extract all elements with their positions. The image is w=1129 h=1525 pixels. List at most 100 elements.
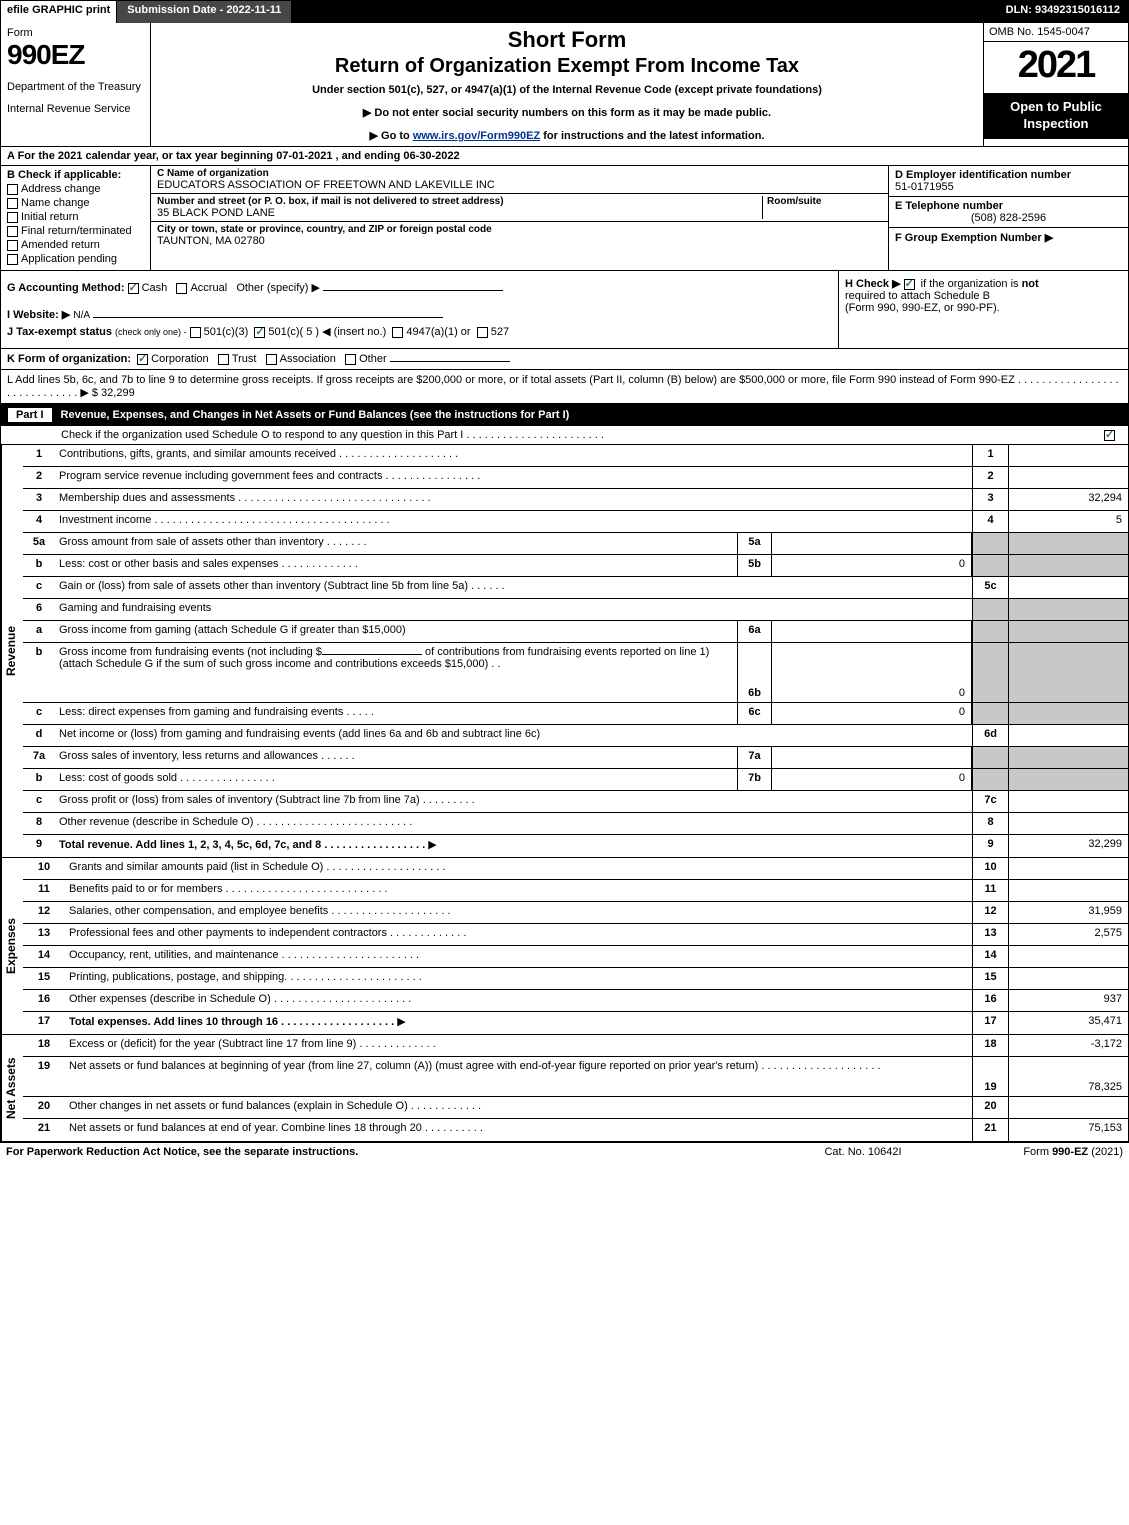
ln2-num: 2 <box>23 467 55 488</box>
city-label: City or town, state or province, country… <box>157 224 882 235</box>
form-number: 990EZ <box>7 39 144 71</box>
city-row: City or town, state or province, country… <box>151 222 888 270</box>
ln14-rval <box>1008 946 1128 967</box>
ln5a-num: 5a <box>23 533 55 554</box>
ln6b-rnum <box>972 643 1008 702</box>
chk-accrual[interactable] <box>176 283 187 294</box>
chk-h[interactable] <box>904 279 915 290</box>
box-def: D Employer identification number 51-0171… <box>888 166 1128 270</box>
line-8: 8Other revenue (describe in Schedule O) … <box>23 813 1128 835</box>
header-right: OMB No. 1545-0047 2021 Open to Public In… <box>983 23 1128 146</box>
ln7b-num: b <box>23 769 55 790</box>
revenue-lines: 1Contributions, gifts, grants, and simil… <box>23 445 1128 857</box>
chk-scheduleo[interactable] <box>1104 430 1115 441</box>
dept-treasury: Department of the Treasury <box>7 81 144 93</box>
ln10-num: 10 <box>23 858 65 879</box>
note2-post: for instructions and the latest informat… <box>540 130 764 142</box>
chk-application-pending[interactable]: Application pending <box>7 253 144 265</box>
part1-num: Part I <box>7 407 53 423</box>
chk-final-return[interactable]: Final return/terminated <box>7 225 144 237</box>
ghi-left: G Accounting Method: Cash Accrual Other … <box>1 271 838 348</box>
ln2-rnum: 2 <box>972 467 1008 488</box>
ln7b-desc: Less: cost of goods sold . . . . . . . .… <box>55 769 737 790</box>
ln11-rnum: 11 <box>972 880 1008 901</box>
i-label: I Website: ▶ <box>7 309 70 321</box>
ln4-desc: Investment income . . . . . . . . . . . … <box>55 511 972 532</box>
lbl-4947: 4947(a)(1) or <box>406 326 470 338</box>
street-val: 35 BLACK POND LANE <box>157 207 762 219</box>
ln6b-mn: 6b <box>737 643 772 702</box>
ln7b-mn: 7b <box>737 769 772 790</box>
ln3-num: 3 <box>23 489 55 510</box>
ln20-rval <box>1008 1097 1128 1118</box>
ln6-rval <box>1008 599 1128 620</box>
cash-label: Cash <box>142 282 168 294</box>
line-14: 14Occupancy, rent, utilities, and mainte… <box>23 946 1128 968</box>
ln7a-desc: Gross sales of inventory, less returns a… <box>55 747 737 768</box>
h-text3: (Form 990, 990-EZ, or 990-PF). <box>845 302 1000 314</box>
chk-trust[interactable] <box>218 354 229 365</box>
chk-501c3[interactable] <box>190 327 201 338</box>
chk-initial-return[interactable]: Initial return <box>7 211 144 223</box>
line-9: 9Total revenue. Add lines 1, 2, 3, 4, 5c… <box>23 835 1128 857</box>
chk-other-org[interactable] <box>345 354 356 365</box>
chk-527[interactable] <box>477 327 488 338</box>
phone-val: (508) 828-2596 <box>895 212 1122 224</box>
ln18-rnum: 18 <box>972 1035 1008 1056</box>
ln5b-mn: 5b <box>737 555 772 576</box>
line-18: 18Excess or (deficit) for the year (Subt… <box>23 1035 1128 1057</box>
header-left: Form 990EZ Department of the Treasury In… <box>1 23 151 146</box>
ln6d-rval <box>1008 725 1128 746</box>
ln7c-rval <box>1008 791 1128 812</box>
row-g: G Accounting Method: Cash Accrual Other … <box>7 281 832 294</box>
ln13-desc: Professional fees and other payments to … <box>65 924 972 945</box>
ln17-rnum: 17 <box>972 1012 1008 1034</box>
line-4: 4Investment income . . . . . . . . . . .… <box>23 511 1128 533</box>
ln16-desc: Other expenses (describe in Schedule O) … <box>65 990 972 1011</box>
row-a-taxyear: A For the 2021 calendar year, or tax yea… <box>1 147 1128 166</box>
part1-sub: Check if the organization used Schedule … <box>1 426 1128 445</box>
ln10-rnum: 10 <box>972 858 1008 879</box>
org-name-row: C Name of organization EDUCATORS ASSOCIA… <box>151 166 888 194</box>
ln6c-num: c <box>23 703 55 724</box>
ln6d-rnum: 6d <box>972 725 1008 746</box>
ln6a-num: a <box>23 621 55 642</box>
efile-print-label[interactable]: efile GRAPHIC print <box>1 1 117 23</box>
ln12-rnum: 12 <box>972 902 1008 923</box>
header-mid: Short Form Return of Organization Exempt… <box>151 23 983 146</box>
omb-number: OMB No. 1545-0047 <box>984 23 1128 42</box>
box-b-label: B Check if applicable: <box>7 169 144 181</box>
chk-4947[interactable] <box>392 327 403 338</box>
other-specify-input[interactable] <box>323 290 503 291</box>
ln6-num: 6 <box>23 599 55 620</box>
chk-cash[interactable] <box>128 283 139 294</box>
ln11-num: 11 <box>23 880 65 901</box>
ln18-desc: Excess or (deficit) for the year (Subtra… <box>65 1035 972 1056</box>
irs-link[interactable]: www.irs.gov/Form990EZ <box>413 130 540 142</box>
chk-name-change[interactable]: Name change <box>7 197 144 209</box>
chk-501c[interactable] <box>254 327 265 338</box>
ln21-num: 21 <box>23 1119 65 1141</box>
ln1-rnum: 1 <box>972 445 1008 466</box>
street-row: Number and street (or P. O. box, if mail… <box>151 194 888 222</box>
line-20: 20Other changes in net assets or fund ba… <box>23 1097 1128 1119</box>
ln2-rval <box>1008 467 1128 488</box>
ln15-rnum: 15 <box>972 968 1008 989</box>
ln21-desc: Net assets or fund balances at end of ye… <box>65 1119 972 1141</box>
form-subtitle: Under section 501(c), 527, or 4947(a)(1)… <box>161 84 973 96</box>
k-label: K Form of organization: <box>7 353 131 365</box>
chk-association[interactable] <box>266 354 277 365</box>
chk-address-change[interactable]: Address change <box>7 183 144 195</box>
sidebar-revenue: Revenue <box>1 445 23 857</box>
chk-amended-return[interactable]: Amended return <box>7 239 144 251</box>
ln15-num: 15 <box>23 968 65 989</box>
ln19-rnum: 19 <box>972 1057 1008 1096</box>
group-exemption-row: F Group Exemption Number ▶ <box>889 228 1128 270</box>
ln5b-rval <box>1008 555 1128 576</box>
room-label: Room/suite <box>767 196 882 207</box>
ln21-rnum: 21 <box>972 1119 1008 1141</box>
chk-corporation[interactable] <box>137 354 148 365</box>
line-6d: dNet income or (loss) from gaming and fu… <box>23 725 1128 747</box>
ln6b-rval <box>1008 643 1128 702</box>
ln7a-mv <box>772 747 972 768</box>
